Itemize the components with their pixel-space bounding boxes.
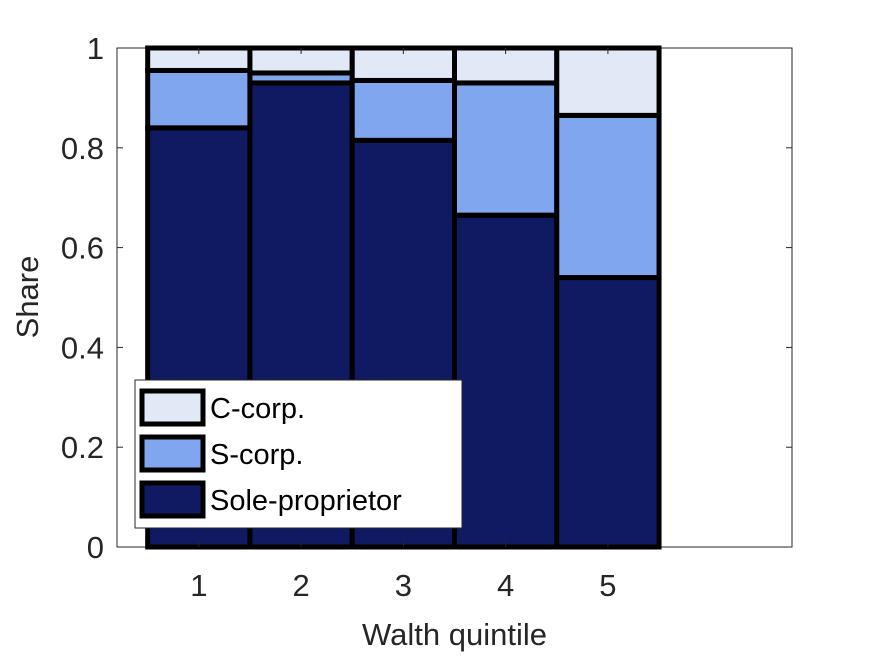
x-tick-label: 2 (292, 568, 309, 603)
legend: C-corp. S-corp. Sole-proprietor (135, 380, 462, 528)
y-axis-label: Share (10, 256, 45, 339)
bar-s-corp-q1 (148, 70, 250, 127)
legend-swatch-c-corp (142, 391, 203, 424)
y-tick-label: 0.4 (61, 330, 104, 365)
legend-label-s-corp: S-corp. (210, 439, 303, 471)
y-tick-label: 0 (87, 530, 104, 565)
x-tick-label: 4 (497, 568, 514, 603)
legend-label-c-corp: C-corp. (210, 393, 305, 425)
bar-s-corp-q3 (352, 80, 454, 140)
x-tick-label: 5 (599, 568, 616, 603)
x-axis-label: Walth quintile (362, 617, 547, 652)
y-tick-label: 0.6 (61, 231, 104, 266)
legend-swatch-s-corp (142, 437, 203, 470)
y-tick-label: 0.2 (61, 430, 104, 465)
bar-sole-proprietor-q4 (455, 215, 557, 547)
y-tick-label: 0.8 (61, 131, 104, 166)
bar-s-corp-q5 (557, 115, 659, 277)
legend-label-sole-proprietor: Sole-proprietor (210, 485, 402, 517)
x-tick-label: 1 (190, 568, 207, 603)
x-tick-label: 3 (395, 568, 412, 603)
y-tick-label: 1 (87, 31, 104, 66)
legend-swatch-sole-proprietor (142, 483, 203, 516)
bar-sole-proprietor-q5 (557, 278, 659, 547)
bar-s-corp-q4 (455, 83, 557, 215)
bar-c-corp-q5 (557, 48, 659, 115)
